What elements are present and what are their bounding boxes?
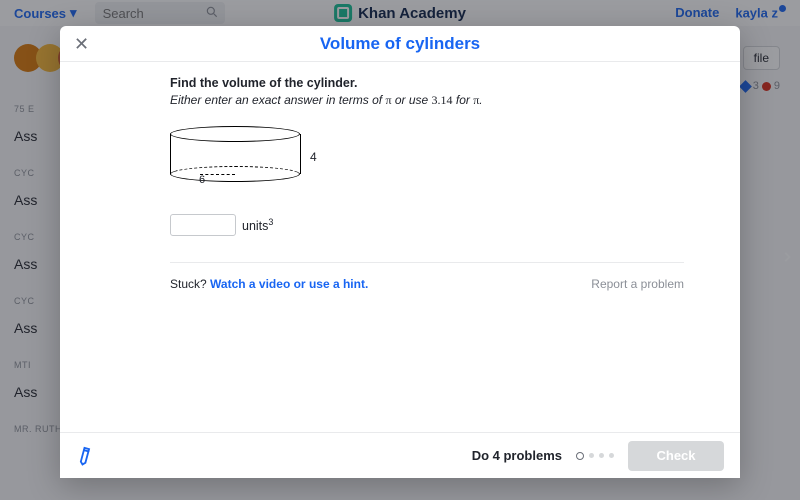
modal-footer: Do 4 problems Check: [60, 432, 740, 478]
cylinder-radius-line: [200, 174, 235, 175]
modal-header: ✕ Volume of cylinders: [60, 26, 740, 62]
pi-approx: 3.14: [432, 93, 453, 107]
progress-dot: [599, 453, 604, 458]
modal-body: Find the volume of the cylinder. Either …: [60, 62, 740, 432]
subinstr-part: or use: [392, 93, 432, 107]
cylinder-radius-label: 6: [199, 174, 205, 186]
hint-link[interactable]: Watch a video or use a hint.: [210, 277, 368, 291]
progress-dot: [609, 453, 614, 458]
units-exponent: 3: [268, 217, 273, 227]
progress-dot: [576, 452, 584, 460]
help-row: Stuck? Watch a video or use a hint. Repo…: [170, 277, 684, 291]
cylinder-bottom-ellipse: [170, 166, 300, 182]
do-problems-label: Do 4 problems: [472, 448, 562, 463]
cylinder-side: [300, 134, 301, 174]
units-label: units3: [242, 217, 273, 233]
problem-subinstruction: Either enter an exact answer in terms of…: [170, 93, 684, 108]
units-text: units: [242, 219, 268, 233]
answer-input[interactable]: [170, 214, 236, 236]
cylinder-height-label: 4: [310, 150, 317, 164]
problem-instruction: Find the volume of the cylinder.: [170, 76, 684, 90]
answer-row: units3: [170, 214, 684, 236]
cylinder-diagram: 6 4: [170, 126, 320, 192]
stuck-text: Stuck? Watch a video or use a hint.: [170, 277, 368, 291]
check-button[interactable]: Check: [628, 441, 724, 471]
progress-dot: [589, 453, 594, 458]
modal-title: Volume of cylinders: [320, 34, 480, 54]
progress-dots: [576, 452, 614, 460]
subinstr-part: .: [479, 93, 482, 107]
subinstr-part: Either enter an exact answer in terms of: [170, 93, 385, 107]
exercise-modal: ✕ Volume of cylinders Find the volume of…: [60, 26, 740, 478]
divider: [170, 262, 684, 263]
cylinder-top-ellipse: [170, 126, 300, 142]
cylinder-side: [170, 134, 171, 174]
subinstr-part: for: [453, 93, 474, 107]
close-icon[interactable]: ✕: [74, 35, 89, 53]
stuck-label: Stuck?: [170, 277, 210, 291]
scratchpad-icon[interactable]: [72, 441, 101, 471]
report-problem-link[interactable]: Report a problem: [591, 277, 684, 291]
